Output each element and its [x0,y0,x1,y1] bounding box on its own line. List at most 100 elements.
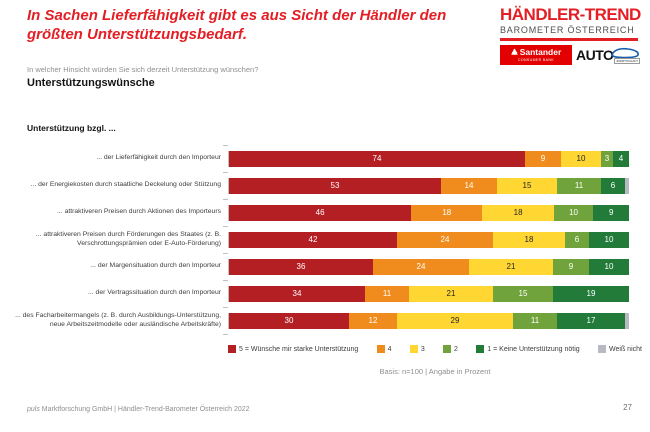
bar-track: 36 24 21 9 10 [228,258,629,275]
brand-title: HÄNDLER-TREND [500,5,641,24]
bar-row: ... der Lieferfähigkeit durch den Import… [10,144,629,173]
legend-swatch [598,345,607,353]
santander-flame-icon [511,48,518,58]
bar-segment: 12 [349,312,397,329]
auto-sub-label: &WIRTSCHAFT [614,58,640,64]
bar-segment: 21 [469,258,553,275]
bar-segment: 11 [557,177,601,194]
legend-label: 5 = Wünsche mir starke Unterstützung [239,345,359,353]
legend-item: 5 = Wünsche mir starke Unterstützung [228,345,358,353]
bar-segment: 4 [613,150,629,167]
bar-segment: 24 [397,231,493,248]
bar-segment: 30 [229,312,349,329]
bar-segment: 53 [229,177,441,194]
bar-segment: 34 [229,285,365,302]
bar-segment: 42 [229,231,397,248]
bar-segment: 17 [557,312,625,329]
legend-label: 2 [454,345,458,353]
bar-track: 46 18 18 10 9 [228,204,629,221]
bar-segment: 10 [589,231,629,248]
bar-row: ... der Energiekosten durch staatliche D… [10,172,629,200]
bar-segment: 11 [365,285,409,302]
bar-segment: 9 [553,258,589,275]
bar-row: ... der Vertragssituation durch den Impo… [10,280,629,308]
auto-wirtschaft-logo: AUTO &WIRTSCHAFT [576,45,640,65]
category-label: ... der Energiekosten durch staatliche D… [30,181,221,189]
santander-sub-label: CONSUMER BANK [517,58,555,63]
bar-segment: 6 [565,231,589,248]
legend-swatch [476,345,485,353]
legend-item: 4 [376,345,392,353]
auto-wordmark: AUTO [576,47,614,63]
bar-segment: 3 [601,150,613,167]
footer-company-name: puls [27,406,40,413]
bar-track: 53 14 15 11 6 [228,177,629,194]
basis-note: Basis: n=100 | Angabe in Prozent [379,367,491,376]
bar-segment: 10 [553,204,594,221]
auto-car-icon [611,47,639,59]
legend-label: 4 [387,345,392,353]
legend-swatch [376,345,385,353]
bar-segment: 36 [229,258,373,275]
bar-segment: 46 [229,204,412,221]
legend-swatch [228,345,236,353]
brand-divider [500,38,638,41]
bar-segment: 24 [373,258,469,275]
bar-segment: 11 [513,312,557,329]
category-label: ... des Facharbeitermangels (z. B. durch… [15,311,221,328]
legend-label: 1 = Keine Unterstützung nötig [487,345,580,353]
stacked-bar-chart: ... der Lieferfähigkeit durch den Import… [10,144,629,335]
category-label: ... attraktiveren Preisen durch Aktionen… [57,208,221,216]
category-label: ... attraktiveren Preisen durch Förderun… [35,230,221,247]
category-label: ... der Margensituation durch den Import… [90,262,221,270]
bar-track: 34 11 21 15 19 [228,285,629,302]
bar-segment: 18 [482,204,554,221]
legend-label: Weiß nicht [609,345,642,353]
santander-wordmark: Santander [519,47,562,58]
category-label: ... der Vertragssituation durch den Impo… [88,289,221,297]
bar-segment: 74 [229,150,525,167]
bar-segment: 9 [525,150,561,167]
bar-row: ... der Margensituation durch den Import… [10,253,629,281]
bar-segment: 14 [441,177,497,194]
bar-row: ... attraktiveren Preisen durch Förderun… [10,226,629,254]
bar-track: 30 12 29 11 17 [228,312,629,329]
chart-axis-title: Unterstützung bzgl. ... [27,123,116,133]
bar-segment: 9 [593,204,629,221]
slide-title: In Sachen Lieferfähigkeit gibt es aus Si… [27,7,447,44]
legend-swatch [409,345,418,353]
bar-segment: 15 [497,177,557,194]
bar-segment: 10 [589,258,629,275]
chart-rows: ... der Lieferfähigkeit durch den Import… [10,144,629,335]
chart-legend: 5 = Wünsche mir starke Unterstützung 4 3 2 1… [228,345,642,353]
legend-item: 1 = Keine Unterstützung nötig [476,345,580,353]
bar-segment: 10 [561,150,601,167]
legend-item: Weiß nicht [598,345,642,353]
survey-question: In welcher Hinsicht würden Sie sich derz… [27,65,259,74]
legend-item: 2 [443,345,458,353]
footer-company-rest: Marktforschung GmbH | Händler-Trend-Baro… [39,406,250,413]
bar-segment: 29 [397,312,513,329]
brand-logos: Santander CONSUMER BANK AUTO &WIRTSCHAFT [500,45,646,65]
bar-segment [625,312,629,329]
brand-subtitle: BAROMETER ÖSTERREICH [500,25,635,35]
category-label: ... der Lieferfähigkeit durch den Import… [96,154,221,162]
brand-block: HÄNDLER-TREND BAROMETER ÖSTERREICH Santa… [500,6,646,65]
legend-label: 3 [420,345,425,353]
bar-segment: 18 [411,204,483,221]
legend-item: 3 [409,345,425,353]
bar-segment: 18 [493,231,565,248]
santander-logo: Santander CONSUMER BANK [500,45,572,65]
footer-source: puls Marktforschung GmbH | Händler-Trend… [27,406,250,413]
bar-segment: 19 [553,285,629,302]
bar-track: 74 9 10 3 4 [228,150,629,167]
page-number: 27 [623,403,632,412]
bar-segment: 6 [601,177,625,194]
bar-row: ... attraktiveren Preisen durch Aktionen… [10,199,629,227]
bar-segment [625,177,629,194]
legend-swatch [443,345,452,353]
bar-segment: 15 [493,285,553,302]
section-title: Unterstützungswünsche [27,77,155,89]
bar-row: ... des Facharbeitermangels (z. B. durch… [10,307,629,335]
